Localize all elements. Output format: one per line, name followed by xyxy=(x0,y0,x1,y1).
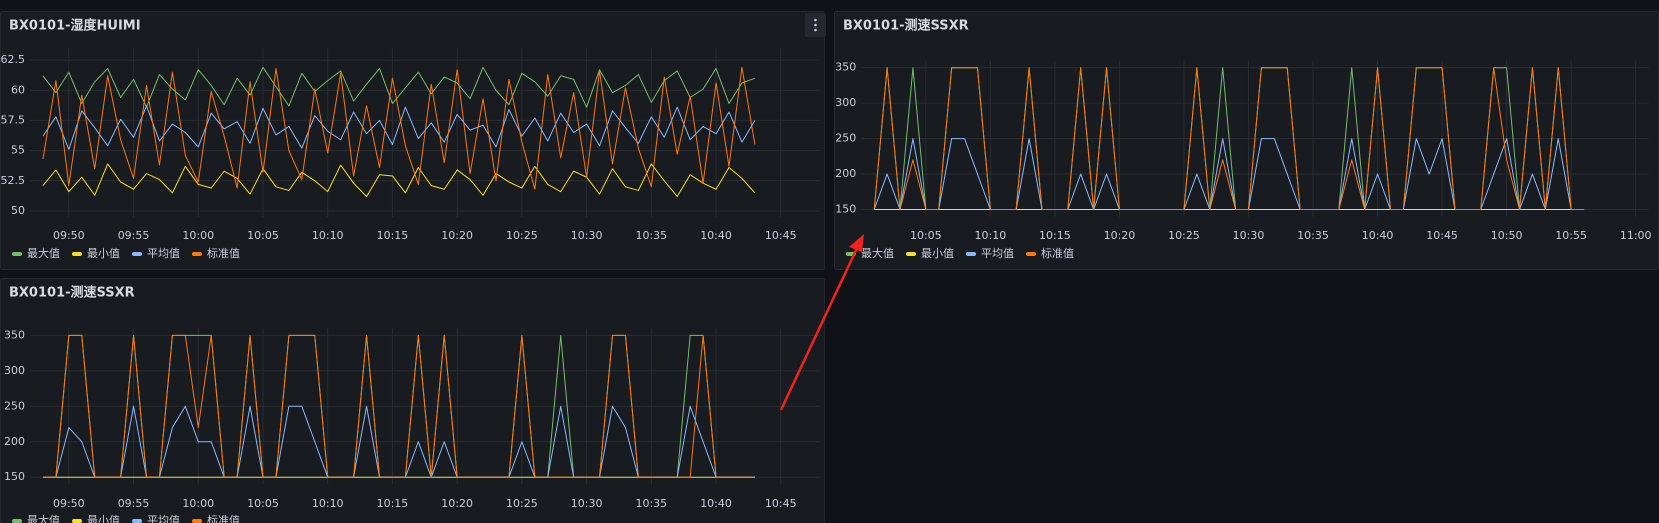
x-tick-label: 10:15 xyxy=(377,229,409,242)
x-tick-label: 10:45 xyxy=(765,497,797,510)
x-tick-label: 10:10 xyxy=(975,229,1007,242)
panel: BX0101-测速SSXR 150 200 250 300 350 09:50 09:55 10… xyxy=(0,278,825,523)
x-tick-label: 09:50 xyxy=(53,497,85,510)
x-tick-label: 10:30 xyxy=(1233,229,1265,242)
x-tick-label: 10:15 xyxy=(377,497,409,510)
x-tick-label: 10:20 xyxy=(441,497,473,510)
legend-label: 最小值 xyxy=(921,247,954,260)
legend-label: 平均值 xyxy=(981,247,1014,260)
x-tick-label: 10:05 xyxy=(247,497,279,510)
y-tick-label: 200 xyxy=(4,435,25,448)
annotation-arrow xyxy=(779,234,864,411)
y-tick-label: 350 xyxy=(835,61,856,74)
legend-label: 标准值 xyxy=(207,513,240,523)
series-line xyxy=(42,105,756,150)
x-tick-label: 10:20 xyxy=(1104,229,1136,242)
x-tick-label: 10:25 xyxy=(506,229,538,242)
x-tick-label: 10:35 xyxy=(1297,229,1329,242)
x-tick-label: 10:35 xyxy=(635,497,667,510)
panel: BX0101-湿度HUIMI 50 52.5 55 57.5 60 62.5 09:50 09:… xyxy=(0,11,825,270)
series-line xyxy=(42,163,756,197)
series-line xyxy=(42,334,755,478)
legend-swatch xyxy=(72,519,82,523)
x-tick-label: 10:00 xyxy=(182,229,214,242)
panel-title: BX0101-测速SSXR xyxy=(843,18,969,34)
series-line xyxy=(42,66,756,190)
x-tick-label: 10:30 xyxy=(571,229,603,242)
legend-label: 最大值 xyxy=(27,513,60,523)
legend-label: 最小值 xyxy=(87,247,120,260)
x-tick-label: 10:05 xyxy=(247,229,279,242)
series-line xyxy=(873,67,1585,211)
x-tick-label: 10:40 xyxy=(1362,229,1394,242)
y-tick-label: 300 xyxy=(4,364,25,377)
x-tick-label: 10:10 xyxy=(312,229,344,242)
legend-label: 标准值 xyxy=(207,246,240,260)
legend-swatch xyxy=(12,252,22,256)
x-tick-label: 10:05 xyxy=(910,229,942,242)
panel-frame xyxy=(0,11,825,270)
y-tick-label: 300 xyxy=(835,96,856,109)
legend-label: 最小值 xyxy=(87,514,120,523)
series-line xyxy=(42,66,756,108)
legend-label: 最大值 xyxy=(861,246,894,260)
x-tick-label: 10:45 xyxy=(1426,229,1458,242)
legend-swatch xyxy=(132,252,142,256)
x-tick-label: 11:00 xyxy=(1620,229,1652,242)
x-tick-label: 10:55 xyxy=(1555,229,1587,242)
x-tick-label: 10:40 xyxy=(700,497,732,510)
panel-title: BX0101-测速SSXR xyxy=(9,285,135,301)
x-tick-label: 10:00 xyxy=(182,497,214,510)
x-tick-label: 09:55 xyxy=(118,497,150,510)
y-tick-label: 150 xyxy=(4,470,25,483)
panel-menu-button[interactable] xyxy=(805,13,826,37)
x-tick-label: 10:35 xyxy=(635,229,667,242)
x-tick-label: 10:25 xyxy=(506,497,538,510)
x-tick-label: 10:50 xyxy=(1491,229,1523,242)
x-tick-label: 10:20 xyxy=(441,229,473,242)
x-tick-label: 10:45 xyxy=(765,229,797,242)
y-tick-label: 200 xyxy=(835,167,856,180)
y-tick-label: 55 xyxy=(11,144,25,157)
y-tick-label: 150 xyxy=(835,203,856,216)
y-tick-label: 350 xyxy=(4,328,25,341)
legend-swatch xyxy=(906,252,916,256)
x-tick-label: 10:10 xyxy=(312,497,344,510)
y-tick-label: 62.5 xyxy=(1,53,26,66)
x-tick-label: 10:25 xyxy=(1168,229,1200,242)
legend-label: 平均值 xyxy=(147,247,180,260)
panel: BX0101-测速SSXR 150 200 250 300 350 10:05 10:10 10… xyxy=(834,11,1659,270)
y-tick-label: 52.5 xyxy=(1,174,26,187)
x-tick-label: 09:50 xyxy=(53,229,85,242)
x-tick-label: 10:15 xyxy=(1039,229,1071,242)
legend-label: 最大值 xyxy=(27,246,60,260)
y-tick-label: 50 xyxy=(11,204,25,217)
x-tick-label: 10:40 xyxy=(700,229,732,242)
panel-title: BX0101-湿度HUIMI xyxy=(9,18,141,34)
y-tick-label: 250 xyxy=(835,132,856,145)
x-tick-label: 10:30 xyxy=(571,497,603,510)
legend-swatch xyxy=(72,252,82,256)
legend-swatch xyxy=(192,519,202,523)
legend-swatch xyxy=(966,252,976,256)
legend-swatch xyxy=(132,519,142,523)
y-tick-label: 57.5 xyxy=(1,113,26,126)
y-tick-label: 60 xyxy=(11,83,25,96)
y-tick-label: 250 xyxy=(4,399,25,412)
legend-swatch xyxy=(192,252,202,256)
panels: BX0101-湿度HUIMI 50 52.5 55 57.5 60 62.5 09:50 09:… xyxy=(0,11,1659,523)
legend-label: 标准值 xyxy=(1041,246,1074,260)
legend-label: 平均值 xyxy=(147,514,180,523)
x-tick-label: 09:55 xyxy=(118,229,150,242)
legend-swatch xyxy=(12,519,22,523)
legend-swatch xyxy=(1026,252,1036,256)
